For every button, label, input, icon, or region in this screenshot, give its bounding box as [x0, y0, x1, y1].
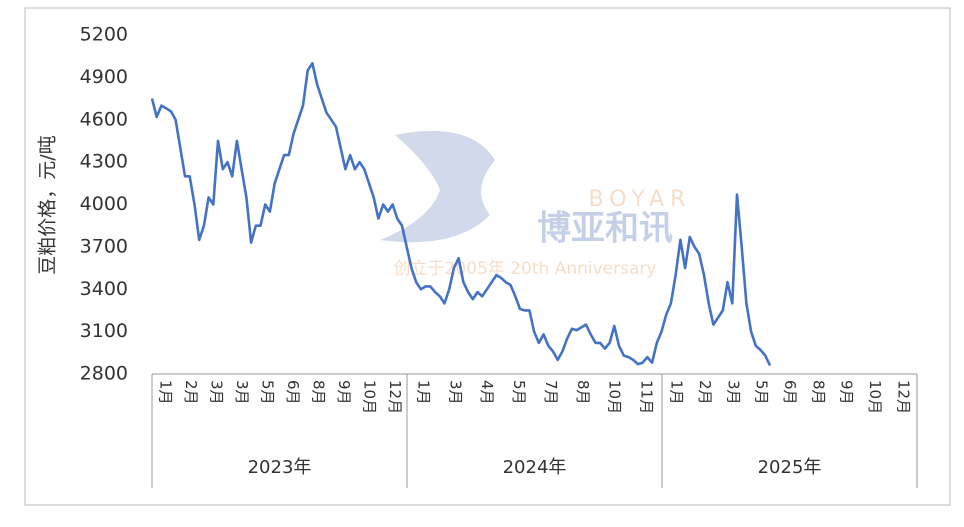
x-tick-label: 5月	[753, 380, 771, 405]
x-tick-label: 5月	[258, 380, 276, 405]
x-tick-label: 10月	[606, 380, 624, 414]
y-tick-label: 4900	[80, 66, 128, 88]
x-tick-label: 1月	[414, 380, 432, 405]
x-tick-label: 4月	[478, 380, 496, 405]
x-tick-label: 12月	[894, 380, 912, 414]
watermark-brand: BOYAR	[589, 187, 692, 212]
x-tick-label: 2月	[696, 380, 714, 405]
y-tick-label: 2800	[80, 363, 128, 385]
x-tick-label: 6月	[284, 380, 302, 405]
x-tick-label: 5月	[510, 380, 528, 405]
x-tick-label: 1月	[156, 380, 174, 405]
x-tick-label: 3月	[233, 380, 251, 405]
y-tick-label: 3400	[80, 278, 128, 300]
x-tick-label: 2月	[182, 380, 200, 405]
x-tick-label: 9月	[335, 380, 353, 405]
year-label: 2025年	[758, 457, 822, 478]
x-tick-label: 8月	[309, 380, 327, 405]
x-tick-label: 6月	[781, 380, 799, 405]
watermark-logo	[380, 130, 495, 243]
watermark: BOYAR 博亚和讯 创立于2005年 20th Anniversary	[380, 130, 692, 279]
price-line	[150, 62, 772, 367]
y-tick-label: 3100	[80, 320, 128, 342]
y-tick-label: 4300	[80, 151, 128, 173]
x-tick-label: 8月	[809, 380, 827, 405]
y-tick-label: 4000	[80, 193, 128, 215]
x-tick-label: 9月	[838, 380, 856, 405]
year-label: 2023年	[248, 457, 312, 478]
watermark-name: 博亚和讯	[537, 209, 673, 249]
watermark-tagline: 创立于2005年 20th Anniversary	[394, 259, 657, 279]
x-tick-label: 10月	[360, 380, 378, 414]
year-label: 2024年	[503, 457, 567, 478]
x-tick-label: 11月	[638, 380, 656, 414]
chart-border	[24, 7, 951, 506]
x-tick-label: 10月	[866, 380, 884, 414]
x-tick-label: 3月	[446, 380, 464, 405]
y-axis-label: 豆粕价格，元/吨	[37, 135, 59, 274]
y-tick-label: 4600	[80, 108, 128, 130]
x-tick-label: 1月	[668, 380, 686, 405]
x-tick-label: 8月	[574, 380, 592, 405]
x-tick-label: 7月	[542, 380, 560, 405]
x-tick-label: 12月	[386, 380, 404, 414]
y-tick-label: 3700	[80, 235, 128, 257]
x-tick-label: 3月	[724, 380, 742, 405]
x-tick-label: 3月	[207, 380, 225, 405]
y-tick-label: 5200	[80, 24, 128, 46]
